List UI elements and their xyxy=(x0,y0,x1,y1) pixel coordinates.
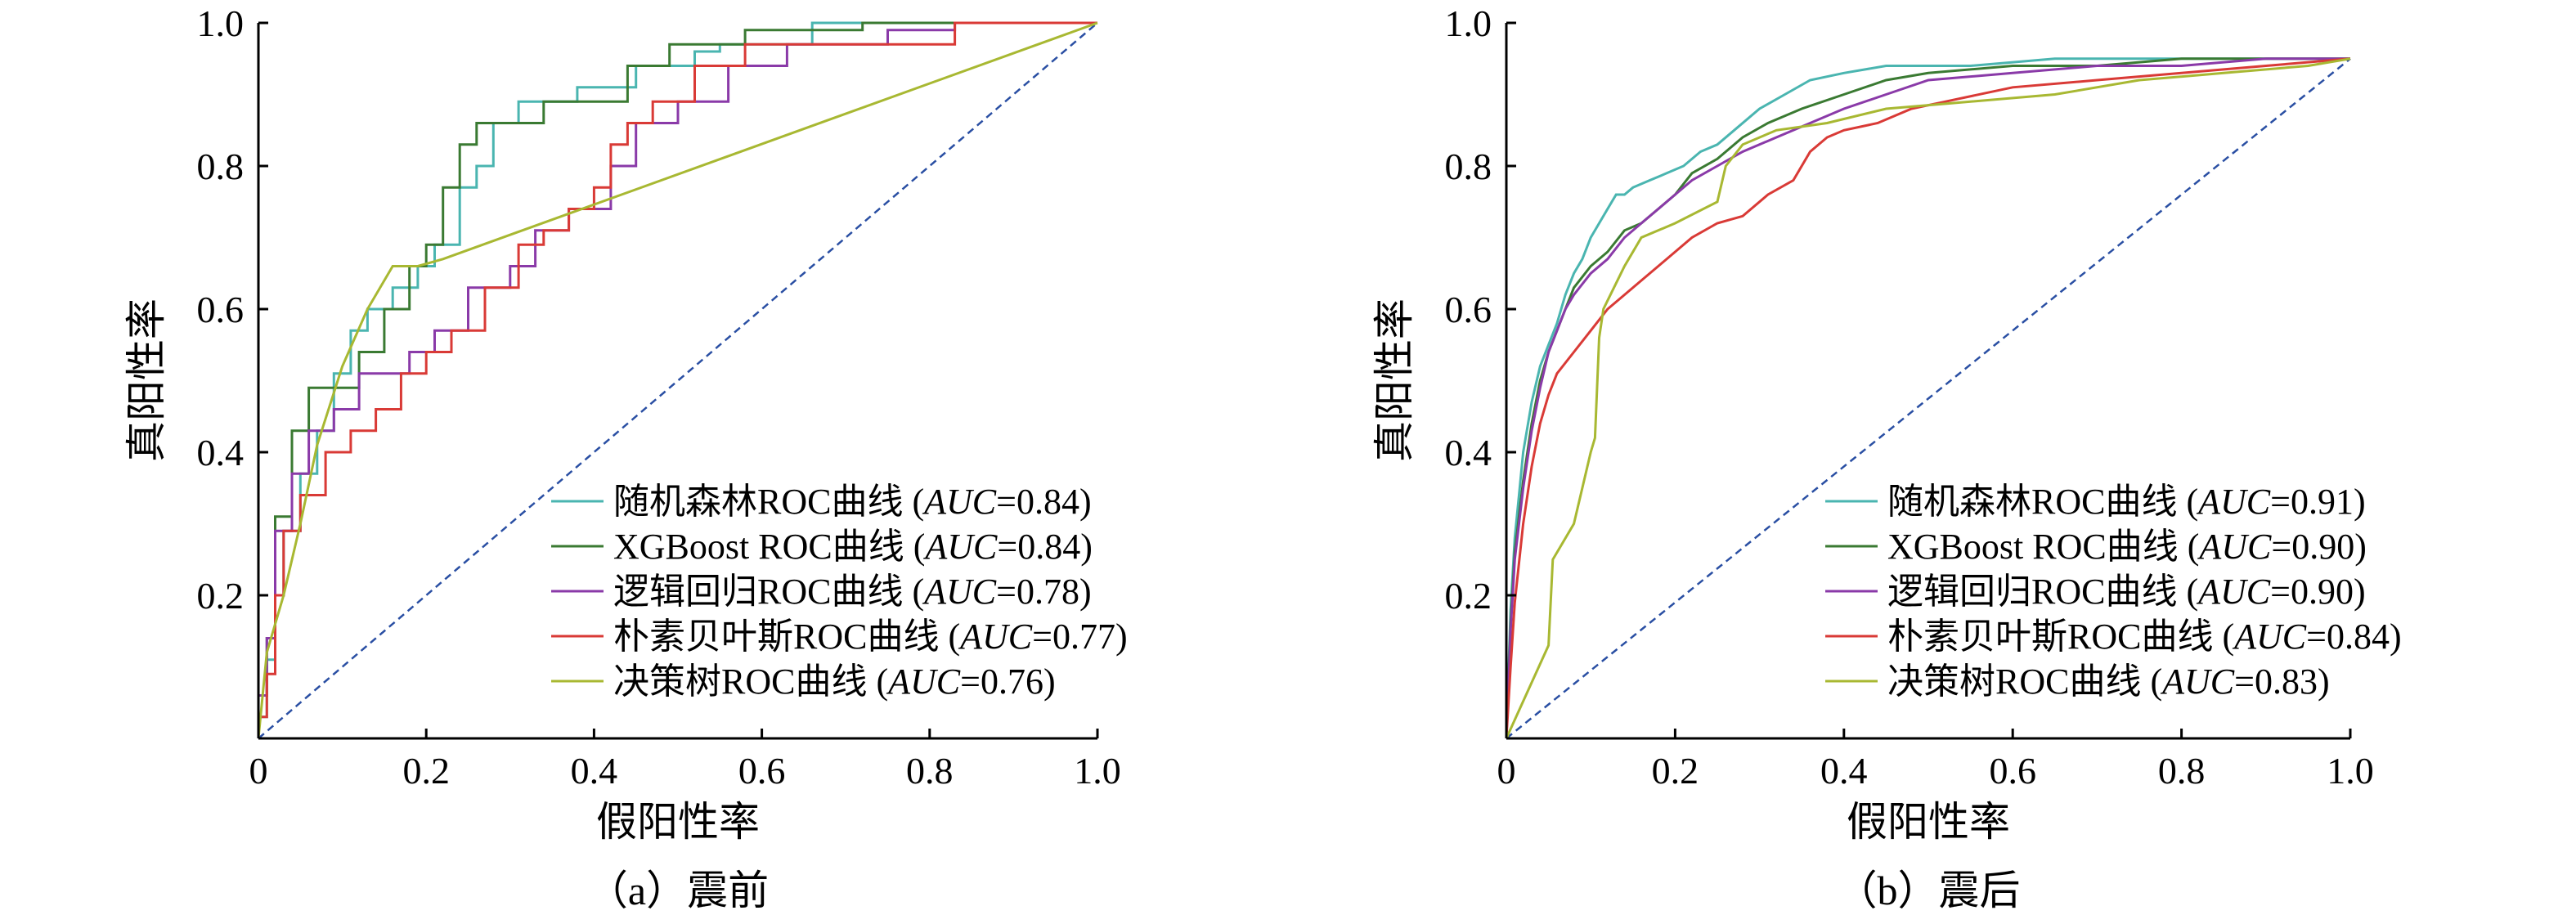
x-tick-label-b-2: 0.4 xyxy=(1820,750,1868,792)
plot-lines-a xyxy=(257,21,1098,739)
x-tick-label-a-3: 0.6 xyxy=(738,750,786,792)
y-tick-label-a-4: 1.0 xyxy=(197,2,245,44)
series-line-b-0 xyxy=(1505,57,2350,739)
legend-item-a-3: 朴素贝叶斯ROC曲线 (AUC=0.77) xyxy=(551,617,1128,657)
y-axis-title-a: 真阳性率 xyxy=(123,298,169,462)
legend-label-a-4: 决策树ROC曲线 (AUC=0.76) xyxy=(613,662,1056,702)
legend-item-b-1: XGBoost ROC曲线 (AUC=0.90) xyxy=(1825,527,2367,567)
legend-item-b-2: 逻辑回归ROC曲线 (AUC=0.90) xyxy=(1825,572,2366,612)
x-axis-title-a: 假阳性率 xyxy=(596,799,760,845)
series-line-a-2 xyxy=(257,21,1097,738)
legend-label-b-1: XGBoost ROC曲线 (AUC=0.90) xyxy=(1887,527,2367,567)
x-tick-label-a-0: 0 xyxy=(249,750,268,792)
legend-label-b-2: 逻辑回归ROC曲线 (AUC=0.90) xyxy=(1887,572,2366,612)
y-axis-title-b: 真阳性率 xyxy=(1371,298,1417,462)
series-line-a-3 xyxy=(257,21,1097,738)
x-tick-label-b-1: 0.2 xyxy=(1652,750,1699,792)
legend-label-b-3: 朴素贝叶斯ROC曲线 (AUC=0.84) xyxy=(1887,617,2402,657)
legend-a: 随机森林ROC曲线 (AUC=0.84) XGBoost ROC曲线 (AUC=… xyxy=(551,482,1128,702)
caption-b: （b）震后 xyxy=(1837,868,2021,913)
y-tick-label-b-1: 0.4 xyxy=(1445,432,1492,473)
x-tick-label-b-3: 0.6 xyxy=(1989,750,2036,792)
legend-label-a-3: 朴素贝叶斯ROC曲线 (AUC=0.77) xyxy=(613,617,1128,657)
ticks-b: 0 0.2 0.4 0.6 0.8 1.0 0.2 0.4 0.6 0.8 1.0 xyxy=(1445,2,2374,792)
x-tick-label-a-4: 0.8 xyxy=(906,750,954,792)
legend-item-a-4: 决策树ROC曲线 (AUC=0.76) xyxy=(551,662,1056,702)
diagonal-line-b xyxy=(1506,57,2351,739)
legend-b: 随机森林ROC曲线 (AUC=0.91) XGBoost ROC曲线 (AUC=… xyxy=(1825,482,2402,702)
legend-label-a-2: 逻辑回归ROC曲线 (AUC=0.78) xyxy=(613,572,1092,612)
caption-a: （a）震前 xyxy=(587,868,769,913)
legend-item-a-2: 逻辑回归ROC曲线 (AUC=0.78) xyxy=(551,572,1092,612)
legend-item-b-3: 朴素贝叶斯ROC曲线 (AUC=0.84) xyxy=(1825,617,2402,657)
x-tick-label-a-1: 0.2 xyxy=(402,750,450,792)
legend-item-a-1: XGBoost ROC曲线 (AUC=0.84) xyxy=(551,527,1093,567)
y-tick-label-b-0: 0.2 xyxy=(1445,575,1492,617)
legend-label-a-0: 随机森林ROC曲线 (AUC=0.84) xyxy=(613,482,1092,522)
x-tick-label-b-5: 1.0 xyxy=(2327,750,2374,792)
legend-item-b-4: 决策树ROC曲线 (AUC=0.83) xyxy=(1825,662,2330,702)
panel-b: 0 0.2 0.4 0.6 0.8 1.0 0.2 0.4 0.6 0.8 1.0 假阳性率 真阳性… xyxy=(1371,2,2402,913)
ticks-a: 0 0.2 0.4 0.6 0.8 1.0 0.2 0.4 0.6 0.8 1.0 xyxy=(197,2,1121,792)
y-tick-label-a-2: 0.6 xyxy=(197,289,245,330)
legend-item-a-0: 随机森林ROC曲线 (AUC=0.84) xyxy=(551,482,1092,522)
legend-label-b-0: 随机森林ROC曲线 (AUC=0.91) xyxy=(1887,482,2366,522)
series-line-a-1 xyxy=(257,21,1097,738)
y-tick-label-b-3: 0.8 xyxy=(1445,146,1492,187)
plot-lines-b xyxy=(1505,57,2351,739)
x-tick-label-b-4: 0.8 xyxy=(2158,750,2206,792)
y-tick-label-a-0: 0.2 xyxy=(197,575,245,617)
panel-a: 0 0.2 0.4 0.6 0.8 1.0 0.2 0.4 0.6 0.8 1.0 假阳性率 真阳性… xyxy=(123,2,1128,913)
x-tick-label-a-5: 1.0 xyxy=(1074,750,1121,792)
legend-label-b-4: 决策树ROC曲线 (AUC=0.83) xyxy=(1887,662,2330,702)
y-tick-label-a-3: 0.8 xyxy=(197,146,245,187)
legend-item-b-0: 随机森林ROC曲线 (AUC=0.91) xyxy=(1825,482,2366,522)
y-tick-label-b-4: 1.0 xyxy=(1445,2,1492,44)
y-tick-label-b-2: 0.6 xyxy=(1445,289,1492,330)
series-line-b-3 xyxy=(1505,57,2351,739)
x-tick-label-a-2: 0.4 xyxy=(571,750,618,792)
x-axis-title-b: 假阳性率 xyxy=(1847,799,2010,845)
series-line-b-2 xyxy=(1505,57,2350,739)
x-tick-label-b-0: 0 xyxy=(1497,750,1516,792)
legend-label-a-1: XGBoost ROC曲线 (AUC=0.84) xyxy=(613,527,1093,567)
series-line-b-4 xyxy=(1505,57,2351,739)
y-tick-label-a-1: 0.4 xyxy=(197,432,245,473)
series-line-a-4 xyxy=(257,21,1098,739)
